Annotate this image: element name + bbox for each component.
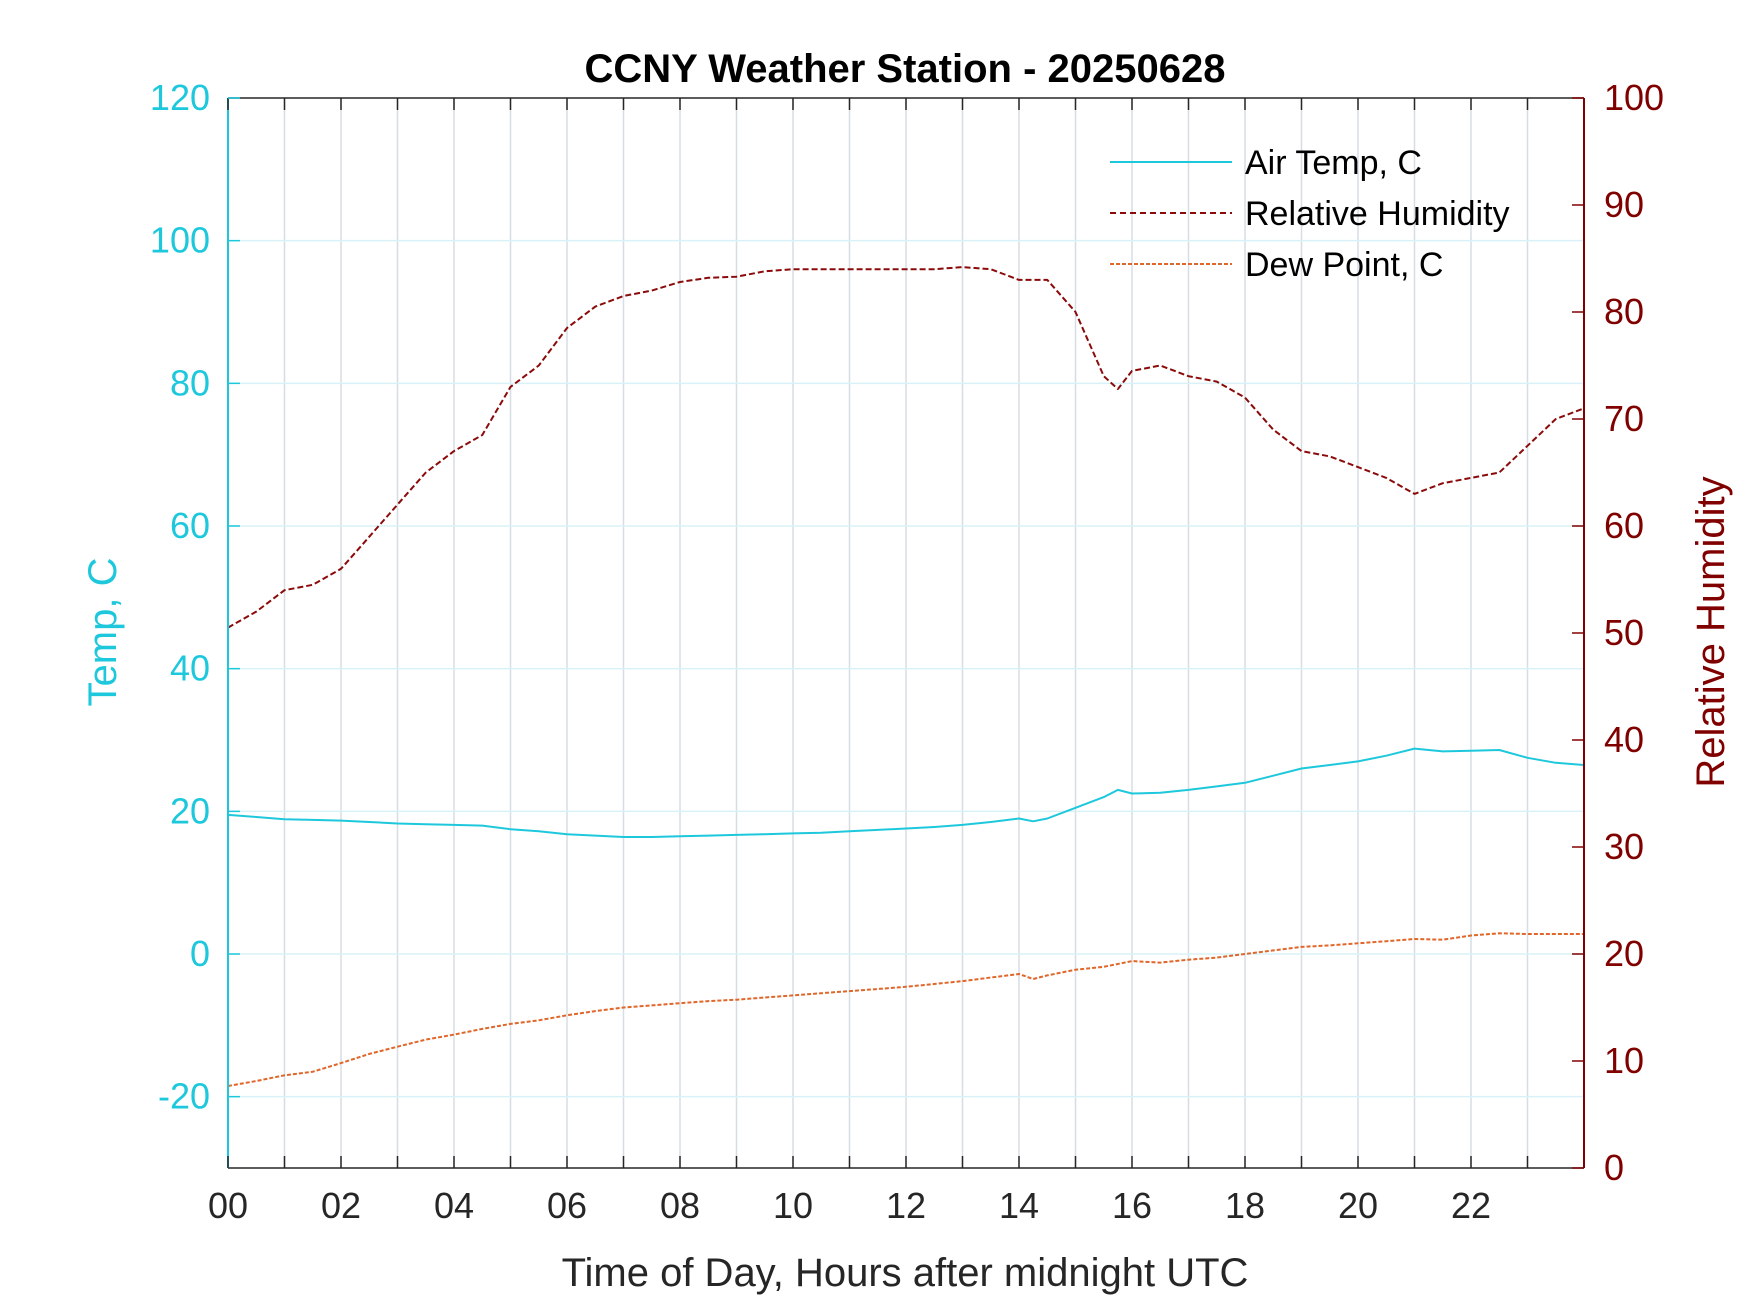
y-left-tick-label: -20	[158, 1076, 210, 1117]
y-left-tick-label: 80	[170, 362, 210, 403]
x-tick-label: 04	[434, 1185, 474, 1226]
x-tick-label: 18	[1225, 1185, 1265, 1226]
y-right-tick-label: 10	[1604, 1040, 1644, 1081]
y-left-tick-label: 60	[170, 505, 210, 546]
y-left-tick-label: 0	[190, 933, 210, 974]
y-right-tick-label: 100	[1604, 77, 1664, 118]
y-left-tick-label: 120	[150, 77, 210, 118]
x-tick-label: 10	[773, 1185, 813, 1226]
series-lines	[227, 266, 1585, 1087]
x-tick-label: 20	[1338, 1185, 1378, 1226]
y-left-tick-label: 40	[170, 648, 210, 689]
y-right-tick-label: 60	[1604, 505, 1644, 546]
series-line-dew-point	[227, 932, 1584, 1087]
y-right-tick-label: 40	[1604, 719, 1644, 760]
y-right-tick-label: 0	[1604, 1147, 1624, 1188]
y-left-tick-label: 20	[170, 790, 210, 831]
y-left-tick-label: 100	[150, 220, 210, 261]
x-tick-label: 16	[1112, 1185, 1152, 1226]
x-tick-label: 08	[660, 1185, 700, 1226]
legend-label-dew-point: Dew Point, C	[1245, 246, 1443, 284]
x-tick-label: 22	[1451, 1185, 1491, 1226]
chart-title: CCNY Weather Station - 20250628	[585, 47, 1226, 91]
x-tick-label: 00	[208, 1185, 248, 1226]
grid	[228, 98, 1584, 1168]
x-tick-label: 12	[886, 1185, 926, 1226]
y-right-tick-label: 50	[1604, 612, 1644, 653]
x-tick-label: 02	[321, 1185, 361, 1226]
y-right-tick-label: 20	[1604, 933, 1644, 974]
legend-label-air-temp: Air Temp, C	[1245, 144, 1422, 182]
y-axis-right-label: Relative Humidity	[1689, 476, 1733, 787]
x-axis-label: Time of Day, Hours after midnight UTC	[562, 1251, 1249, 1295]
y-right-tick-label: 30	[1604, 826, 1644, 867]
legend-label-humidity: Relative Humidity	[1245, 195, 1510, 233]
y-right-tick-label: 70	[1604, 398, 1644, 439]
series-line-humidity	[227, 266, 1585, 629]
y-axis-left-label: Temp, C	[81, 558, 125, 707]
legend: Air Temp, C Relative Humidity Dew Point,…	[1110, 144, 1510, 284]
y-right-tick-label: 90	[1604, 184, 1644, 225]
x-tick-label: 14	[999, 1185, 1039, 1226]
x-tick-label: 06	[547, 1185, 587, 1226]
y-right-tick-label: 80	[1604, 291, 1644, 332]
series-line-air-temp	[227, 747, 1585, 838]
axes: 00 02 04 06 08 10 12 14 16 18 20 22-200204060801001…	[150, 77, 1664, 1226]
